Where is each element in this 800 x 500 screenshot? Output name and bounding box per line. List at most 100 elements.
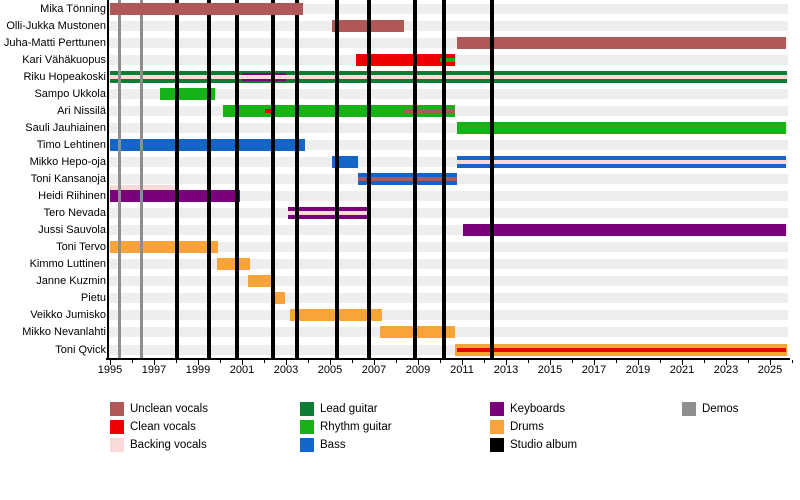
- axis-tick: [154, 360, 155, 365]
- legend-label: Lead guitar: [320, 403, 378, 415]
- timeline-bar-drums: [110, 241, 218, 254]
- studio-album-line: [441, 0, 446, 358]
- legend-label: Studio album: [510, 439, 578, 451]
- timeline-bar-clean_vocals: [356, 53, 456, 66]
- year-tick-label: 2017: [581, 364, 607, 376]
- axis-tick: [396, 360, 397, 363]
- legend-swatch-lead_guitar: [300, 402, 314, 416]
- legend-swatch-clean_vocals: [110, 420, 124, 434]
- legend-swatch-demos: [682, 402, 696, 416]
- legend-swatch-keyboards: [490, 402, 504, 416]
- year-tick-label: 2003: [273, 364, 299, 376]
- legend-swatch-rhythm_guitar: [300, 420, 314, 434]
- axis-tick: [726, 360, 727, 365]
- member-name-label: Mika Tönning: [40, 2, 106, 15]
- legend-swatch-drums: [490, 420, 504, 434]
- member-name-label: Juha-Matti Perttunen: [3, 36, 106, 49]
- axis-tick: [176, 360, 177, 363]
- timeline-bar-drums: [247, 275, 273, 288]
- member-name-label: Pietu: [80, 292, 106, 305]
- timeline-bar-unclean_vocals: [403, 108, 456, 113]
- year-tick-label: 2015: [537, 364, 563, 376]
- axis-tick: [352, 360, 353, 363]
- member-name-label: Olli-Jukka Mustonen: [6, 19, 106, 32]
- axis-tick: [704, 360, 705, 363]
- y-axis-line: [107, 0, 109, 360]
- timeline-bar-drums: [216, 258, 250, 271]
- legend-label: Rhythm guitar: [320, 421, 392, 433]
- legend-swatch-bass: [300, 438, 314, 452]
- year-tick-label: 2001: [229, 364, 255, 376]
- axis-tick: [616, 360, 617, 363]
- timeline-bar-rhythm_guitar: [159, 87, 215, 100]
- member-name-label: Timo Lehtinen: [36, 138, 106, 151]
- axis-tick: [572, 360, 573, 363]
- member-name-label: Toni Qvick: [55, 343, 106, 356]
- axis-tick: [528, 360, 529, 363]
- axis-tick: [110, 360, 111, 365]
- axis-tick: [792, 360, 793, 363]
- timeline-bar-clean_vocals: [265, 108, 275, 113]
- axis-tick: [506, 360, 507, 365]
- timeline-bar-backing_vocals: [456, 160, 787, 164]
- timeline-bar-clean_vocals: [456, 347, 787, 352]
- studio-album-line: [206, 0, 211, 358]
- timeline-bar-drums: [272, 292, 285, 305]
- row-band: [108, 310, 788, 321]
- row-band: [108, 259, 788, 270]
- member-name-label: Toni Tervo: [56, 241, 106, 254]
- legend-label: Bass: [320, 439, 346, 451]
- year-tick-label: 2005: [317, 364, 343, 376]
- legend-label: Drums: [510, 421, 544, 433]
- year-tick-label: 2023: [713, 364, 739, 376]
- member-name-label: Heidi Riihinen: [38, 190, 106, 203]
- row-band: [108, 139, 788, 150]
- row-band: [108, 293, 788, 304]
- studio-album-line: [234, 0, 239, 358]
- year-tick-label: 1997: [141, 364, 167, 376]
- row-band: [108, 88, 788, 99]
- member-name-label: Ari Nissilä: [57, 104, 106, 117]
- member-name-label: Veikko Jumisko: [30, 309, 106, 322]
- timeline-bar-backing_vocals: [288, 211, 369, 216]
- axis-tick: [308, 360, 309, 363]
- member-name-label: Sauli Jauhiainen: [25, 121, 106, 134]
- timeline-bar-rhythm_guitar: [456, 121, 787, 134]
- axis-tick: [462, 360, 463, 365]
- row-band: [108, 122, 788, 133]
- axis-tick: [748, 360, 749, 363]
- axis-tick: [374, 360, 375, 365]
- member-name-label: Toni Kansanoja: [30, 173, 106, 185]
- year-tick-label: 2013: [493, 364, 519, 376]
- year-tick-label: 1999: [185, 364, 211, 376]
- row-band: [108, 225, 788, 236]
- legend-label: Clean vocals: [130, 421, 196, 433]
- axis-tick: [198, 360, 199, 365]
- member-name-label: Riku Hopeakoski: [23, 70, 106, 83]
- timeline-bar-backing_vocals: [110, 185, 178, 191]
- year-tick-label: 1995: [97, 364, 123, 376]
- axis-tick: [330, 360, 331, 365]
- row-band: [108, 20, 788, 31]
- axis-tick: [484, 360, 485, 363]
- row-band: [108, 191, 788, 202]
- studio-album-line: [270, 0, 275, 358]
- member-name-label: Mikko Hepo-oja: [29, 156, 106, 168]
- axis-tick: [418, 360, 419, 365]
- member-name-label: Sampo Ukkola: [34, 87, 106, 100]
- year-tick-label: 2025: [757, 364, 783, 376]
- row-band: [108, 157, 788, 167]
- axis-tick: [550, 360, 551, 365]
- axis-tick: [638, 360, 639, 365]
- timeline-bar-backing_vocals: [110, 74, 787, 79]
- axis-tick: [220, 360, 221, 363]
- x-axis-line: [106, 358, 790, 360]
- studio-album-line: [489, 0, 494, 358]
- row-band: [108, 276, 788, 287]
- row-band: [108, 3, 788, 14]
- legend-swatch-unclean_vocals: [110, 402, 124, 416]
- year-tick-label: 2009: [405, 364, 431, 376]
- legend-swatch-studio_album: [490, 438, 504, 452]
- axis-tick: [660, 360, 661, 363]
